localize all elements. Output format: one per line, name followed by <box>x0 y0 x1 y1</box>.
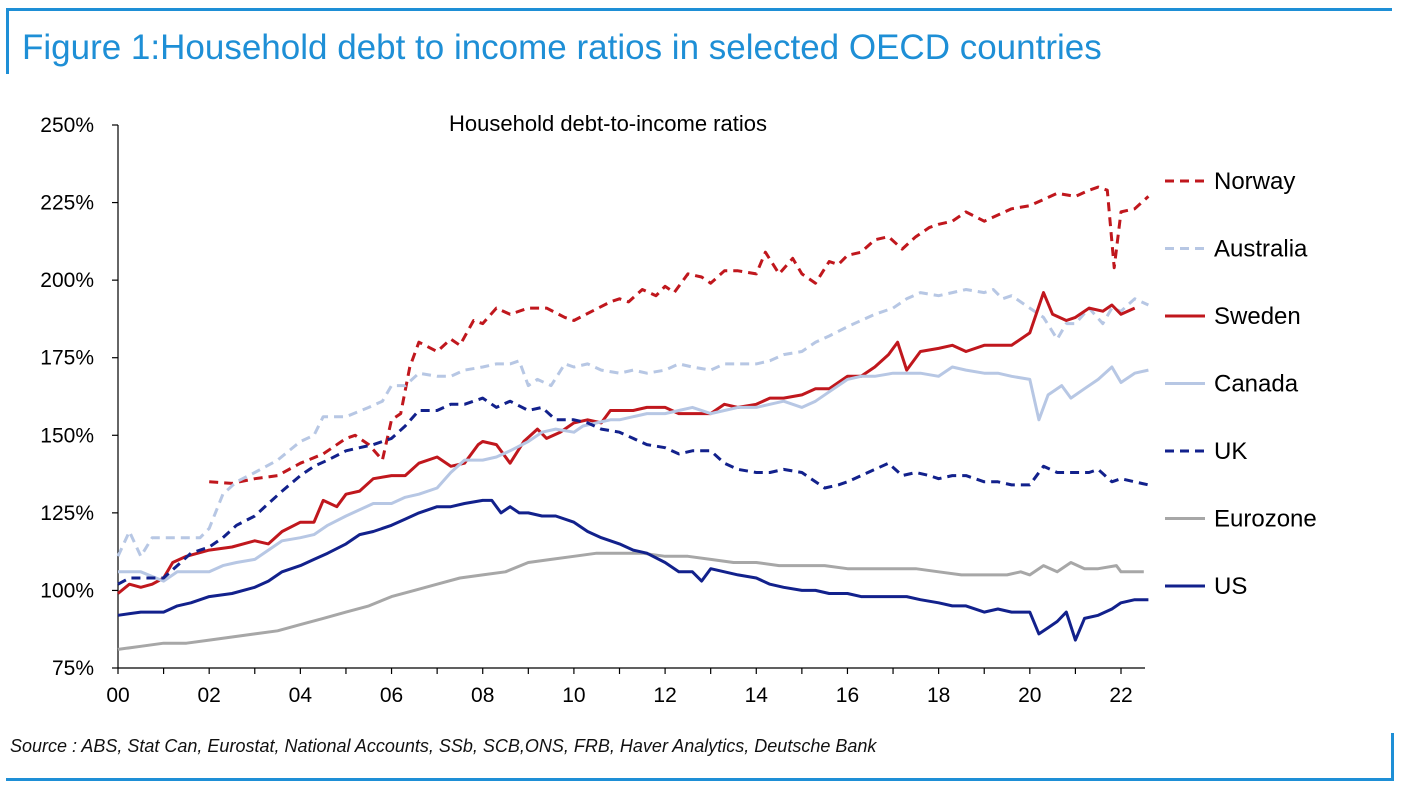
x-tick-label: 20 <box>1018 684 1041 707</box>
chart: 75% 100% 125% 150% 175% 200% 225% 250% 00 02 04 06… <box>40 111 1317 707</box>
series-line-australia <box>116 288 1150 558</box>
bottom-rule <box>6 778 1394 781</box>
series-line-sweden <box>117 291 1136 595</box>
legend-label-us: US <box>1214 573 1247 600</box>
legend-label-norway: Norway <box>1214 168 1295 195</box>
left-rule <box>6 8 9 74</box>
series-line-us <box>117 498 1149 642</box>
y-tick-label: 125% <box>40 502 94 525</box>
legend-label-sweden: Sweden <box>1214 303 1301 330</box>
chart-title: Household debt-to-income ratios <box>449 111 767 136</box>
x-tick-label: 06 <box>380 684 403 707</box>
x-tick-label: 10 <box>562 684 585 707</box>
x-tick-label: 02 <box>198 684 221 707</box>
y-tick-label: 250% <box>40 114 94 137</box>
series-line-canada <box>118 365 1149 583</box>
x-axis: 00 02 04 06 08 10 12 14 16 18 20 22 <box>106 667 1145 707</box>
x-tick-label: 18 <box>927 684 950 707</box>
x-tick-label: 12 <box>653 684 676 707</box>
x-tick-label: 16 <box>836 684 859 707</box>
series-line-uk <box>117 396 1149 586</box>
x-tick-label: 00 <box>106 684 129 707</box>
y-axis: 75% 100% 125% 150% 175% 200% 225% 250% <box>40 114 119 680</box>
y-tick-label: 225% <box>40 192 94 215</box>
legend-label-canada: Canada <box>1214 371 1299 398</box>
right-rule <box>1391 733 1394 781</box>
x-tick-label: 14 <box>745 684 769 707</box>
series-layer <box>116 185 1150 651</box>
legend-label-australia: Australia <box>1214 236 1308 263</box>
y-tick-label: 150% <box>40 424 94 447</box>
x-tick-label: 08 <box>471 684 494 707</box>
figure-title: Figure 1:Household debt to income ratios… <box>22 28 1102 67</box>
x-tick-label: 22 <box>1109 684 1132 707</box>
y-tick-label: 175% <box>40 347 94 370</box>
y-tick-label: 100% <box>40 579 94 602</box>
y-tick-label: 75% <box>52 657 94 680</box>
legend: Norway Australia Sweden Canada UK Eurozone US <box>1165 168 1317 600</box>
y-tick-label: 200% <box>40 269 94 292</box>
x-tick-label: 04 <box>289 684 313 707</box>
series-line-eurozone <box>117 551 1144 651</box>
legend-label-eurozone: Eurozone <box>1214 506 1317 533</box>
top-rule <box>6 8 1392 11</box>
source-note: Source : ABS, Stat Can, Eurostat, Nation… <box>10 736 877 756</box>
legend-label-uk: UK <box>1214 438 1247 465</box>
series-line-norway <box>209 185 1150 485</box>
